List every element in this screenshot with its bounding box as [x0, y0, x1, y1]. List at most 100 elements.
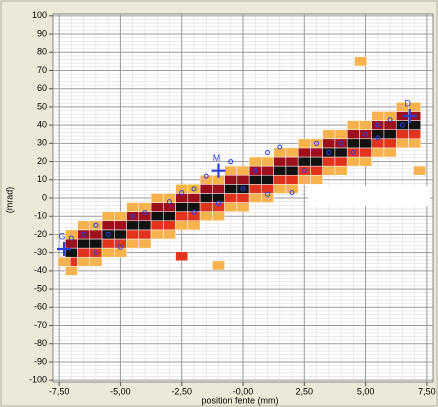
data-point	[93, 250, 99, 256]
heat-cell	[310, 138, 323, 149]
heat-cell	[199, 184, 213, 194]
heat-cell	[322, 165, 336, 176]
data-point	[142, 210, 148, 216]
heat-cell	[297, 165, 311, 176]
heat-cell	[261, 165, 274, 176]
heat-cell	[236, 184, 250, 194]
data-point	[326, 149, 332, 155]
heat-cell	[408, 102, 421, 112]
heat-cell	[150, 220, 164, 231]
data-point	[350, 149, 356, 155]
heat-cell	[175, 211, 189, 222]
heat-cell	[199, 193, 213, 203]
heat-cell	[89, 238, 103, 249]
data-point	[68, 235, 74, 241]
data-point	[301, 168, 307, 174]
heat-cell	[199, 174, 213, 185]
heat-cell	[395, 138, 409, 149]
y-tick-label: -60	[34, 302, 47, 312]
data-point	[363, 131, 369, 137]
x-tick-label: 7,50	[418, 386, 436, 396]
data-point	[375, 122, 381, 128]
heat-cell	[322, 147, 336, 158]
data-point	[375, 135, 381, 141]
cross-shape	[57, 242, 72, 257]
heat-cell	[261, 174, 274, 185]
heat-cell	[212, 260, 225, 271]
heat-cell	[175, 251, 189, 262]
heat-cell	[248, 165, 262, 176]
heat-cell	[359, 156, 372, 167]
heat-cell	[383, 147, 397, 158]
data-point	[117, 244, 123, 250]
heat-cell	[114, 229, 127, 240]
heat-cell	[285, 156, 299, 167]
heat-cell	[212, 184, 225, 194]
y-tick-label: 90	[37, 28, 47, 38]
heat-cell	[163, 211, 176, 222]
data-point	[289, 190, 295, 196]
y-tick-label: -20	[34, 229, 47, 239]
data-point	[240, 186, 246, 192]
heat-cell	[395, 129, 409, 140]
y-tick-label: 20	[37, 156, 47, 166]
heat-cell	[371, 111, 385, 121]
heat-cell	[346, 129, 360, 140]
y-tick-label: -100	[29, 375, 47, 385]
y-tick-label: -40	[34, 265, 47, 275]
heat-cell	[346, 147, 360, 158]
heat-cell	[138, 229, 152, 240]
data-point	[179, 190, 185, 196]
heat-cell	[126, 220, 140, 231]
heat-cell	[285, 147, 299, 158]
x-tick-label: -7,50	[49, 386, 70, 396]
heat-cell	[138, 211, 152, 222]
heat-cell	[150, 193, 164, 203]
y-tick-label: 100	[32, 10, 47, 20]
heat-cell	[89, 220, 103, 231]
heat-cell	[89, 247, 103, 258]
heat-cell	[126, 238, 140, 249]
y-tick-label: -90	[34, 356, 47, 366]
heat-cell	[334, 165, 348, 176]
heat-cell	[163, 220, 176, 231]
heat-cell	[175, 220, 189, 231]
heat-cell	[297, 147, 311, 158]
x-tick-label: 2,50	[296, 386, 314, 396]
data-point	[387, 117, 393, 123]
data-point	[277, 144, 283, 150]
y-tick-label: 80	[37, 47, 47, 57]
heat-cell	[310, 174, 323, 185]
heat-cell	[261, 193, 274, 203]
heat-cell	[199, 202, 213, 212]
heat-cell	[273, 184, 287, 194]
heat-cell	[346, 138, 360, 149]
heat-cell	[57, 256, 71, 267]
heat-cell	[163, 229, 176, 240]
heat-cell	[101, 247, 115, 258]
heat-cell	[273, 165, 287, 176]
heat-cell	[150, 211, 164, 222]
y-tick-label: -10	[34, 211, 47, 221]
heat-cell	[126, 202, 140, 212]
heat-cell	[322, 129, 336, 140]
heat-cell	[285, 174, 299, 185]
data-point	[338, 140, 344, 146]
heat-cell	[77, 238, 91, 249]
data-point	[105, 231, 111, 237]
heat-cell	[77, 256, 91, 267]
heat-cell	[236, 193, 250, 203]
heat-cell	[101, 211, 115, 222]
y-tick-label: -30	[34, 247, 47, 257]
heat-cell	[77, 220, 91, 231]
data-point	[166, 199, 172, 205]
heat-cell	[175, 184, 189, 194]
cross-shape	[402, 109, 417, 124]
y-tick-label: 0	[42, 192, 47, 202]
heat-cell	[224, 174, 238, 185]
heat-cell	[126, 211, 140, 222]
heat-cell	[126, 229, 140, 240]
heat-cell	[346, 120, 360, 130]
heat-cell	[77, 247, 91, 258]
x-axis-title: position fente (mm)	[201, 395, 278, 405]
